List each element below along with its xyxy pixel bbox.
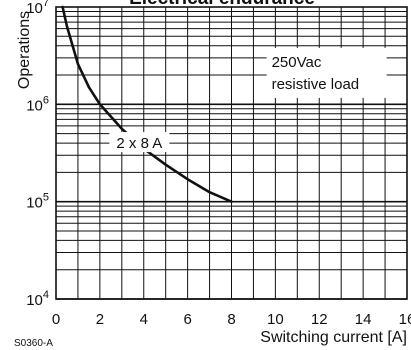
- figure-code: S0360-A: [14, 338, 53, 349]
- x-axis-label: Switching current [A]: [260, 329, 407, 346]
- x-tick-label: 16: [399, 311, 411, 328]
- series-label: 2 x 8 A: [116, 135, 162, 152]
- y-tick-base: 10: [26, 97, 43, 114]
- y-tick-base: 10: [26, 195, 43, 212]
- x-tick-label: 0: [52, 311, 60, 328]
- chart-title: Electrical endurance: [129, 0, 315, 9]
- series-line: [61, 5, 233, 203]
- annotation-line-load: resistive load: [272, 76, 360, 93]
- y-tick-label: 107: [26, 0, 49, 17]
- y-tick-label: 104: [26, 289, 49, 309]
- annotation-box: 250Vac resistive load: [266, 47, 387, 98]
- y-axis-label: Operations: [16, 11, 33, 89]
- x-tick-label: 12: [311, 311, 328, 328]
- x-tick-label: 8: [227, 311, 235, 328]
- annotation-background: [266, 47, 387, 98]
- y-tick-label: 105: [26, 192, 49, 212]
- x-tick-label: 4: [140, 311, 148, 328]
- y-tick-base: 10: [26, 0, 43, 17]
- y-tick-exponent: 7: [43, 0, 49, 9]
- y-tick-label: 106: [26, 94, 49, 114]
- series-layer: [61, 5, 233, 203]
- y-tick-base: 10: [26, 292, 43, 309]
- axes: 0246810121416104105106107: [26, 0, 411, 328]
- plot-border: [55, 6, 408, 300]
- x-tick-label: 14: [355, 311, 372, 328]
- series-labels: 2 x 8 A: [109, 132, 170, 153]
- x-tick-label: 10: [267, 311, 284, 328]
- x-tick-label: 2: [96, 311, 104, 328]
- series-label-background: [109, 132, 170, 153]
- y-tick-exponent: 4: [43, 289, 49, 301]
- plot-frame: [55, 6, 408, 300]
- annotation-line-voltage: 250Vac: [272, 54, 322, 71]
- y-tick-exponent: 5: [43, 192, 49, 204]
- x-tick-label: 6: [183, 311, 191, 328]
- y-tick-exponent: 6: [43, 94, 49, 106]
